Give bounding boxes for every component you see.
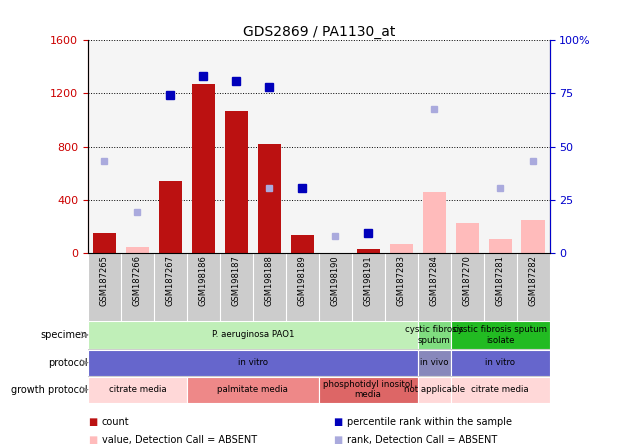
Text: GSM187284: GSM187284 [430,255,438,306]
Text: P. aeruginosa PAO1: P. aeruginosa PAO1 [212,330,294,339]
Text: GSM187282: GSM187282 [529,255,538,306]
Text: GSM187270: GSM187270 [463,255,472,306]
Title: GDS2869 / PA1130_at: GDS2869 / PA1130_at [242,25,395,39]
Bar [257,144,281,253]
Bar [521,220,544,253]
Bar [455,222,479,253]
Bar [423,192,446,253]
Text: value, Detection Call = ABSENT: value, Detection Call = ABSENT [102,435,257,444]
Text: ■: ■ [88,435,97,444]
Text: GSM198191: GSM198191 [364,255,372,306]
Text: ■: ■ [88,417,97,427]
Bar [389,244,413,253]
Bar [159,181,182,253]
Text: in vitro: in vitro [485,358,515,367]
Bar [418,321,451,349]
Bar [418,350,451,376]
Bar [192,84,215,253]
Text: in vitro: in vitro [238,358,268,367]
Text: protocol: protocol [48,357,87,368]
Bar [291,234,314,253]
Bar [451,321,550,349]
Bar [225,111,248,253]
Text: percentile rank within the sample: percentile rank within the sample [347,417,512,427]
Text: growth protocol: growth protocol [11,385,87,395]
Text: specimen: specimen [40,330,87,340]
Bar [451,377,550,403]
Text: GSM187267: GSM187267 [166,255,175,306]
Bar [451,350,550,376]
Text: GSM198189: GSM198189 [298,255,306,306]
Bar [88,350,418,376]
Bar [88,321,418,349]
Bar [357,249,380,253]
Text: not applicable: not applicable [404,385,465,394]
Text: count: count [102,417,129,427]
Text: GSM187283: GSM187283 [397,255,406,306]
Text: cystic fibrosis
sputum: cystic fibrosis sputum [405,325,463,345]
Bar [319,377,418,403]
Text: ■: ■ [333,435,342,444]
Text: cystic fibrosis sputum
isolate: cystic fibrosis sputum isolate [453,325,547,345]
Text: GSM198187: GSM198187 [232,255,241,306]
Text: GSM187281: GSM187281 [495,255,504,306]
Bar [126,246,149,253]
Text: GSM198190: GSM198190 [331,255,340,306]
Bar [88,377,187,403]
Bar [93,233,116,253]
Text: rank, Detection Call = ABSENT: rank, Detection Call = ABSENT [347,435,497,444]
Text: GSM198186: GSM198186 [199,255,208,306]
Text: citrate media: citrate media [471,385,529,394]
Text: palmitate media: palmitate media [217,385,288,394]
Text: GSM187266: GSM187266 [133,255,142,306]
Text: GSM187265: GSM187265 [100,255,109,306]
Text: GSM198188: GSM198188 [265,255,274,306]
Bar [187,377,318,403]
Text: phosphotidyl inositol
media: phosphotidyl inositol media [323,380,413,399]
Text: ■: ■ [333,417,342,427]
Bar [489,238,512,253]
Bar [418,377,451,403]
Text: in vivo: in vivo [420,358,448,367]
Text: citrate media: citrate media [109,385,166,394]
